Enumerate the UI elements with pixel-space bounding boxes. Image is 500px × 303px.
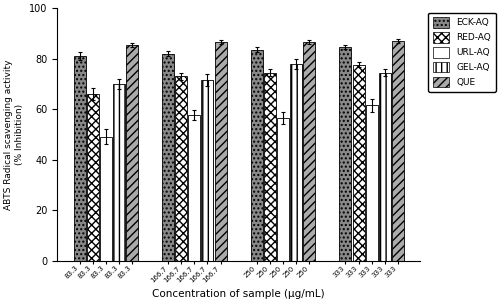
Bar — [392, 41, 404, 261]
Bar — [126, 45, 138, 261]
Bar — [176, 76, 188, 261]
Bar — [162, 54, 174, 261]
Bar — [352, 65, 364, 261]
Bar — [214, 42, 226, 261]
Bar — [113, 84, 125, 261]
Bar — [188, 115, 200, 261]
Bar — [202, 80, 213, 261]
Bar — [366, 105, 378, 261]
Bar — [290, 64, 302, 261]
Bar — [100, 137, 112, 261]
Y-axis label: ABTS Radical scavenging activity
(% Inhibition): ABTS Radical scavenging activity (% Inhi… — [4, 59, 24, 210]
Bar — [74, 56, 86, 261]
Bar — [378, 72, 390, 261]
Bar — [340, 47, 351, 261]
X-axis label: Concentration of sample (μg/mL): Concentration of sample (μg/mL) — [152, 289, 325, 299]
Bar — [251, 50, 263, 261]
Bar — [303, 42, 315, 261]
Bar — [277, 118, 289, 261]
Legend: ECK-AQ, RED-AQ, URL-AQ, GEL-AQ, QUE: ECK-AQ, RED-AQ, URL-AQ, GEL-AQ, QUE — [428, 13, 496, 92]
Bar — [87, 94, 99, 261]
Bar — [264, 72, 276, 261]
